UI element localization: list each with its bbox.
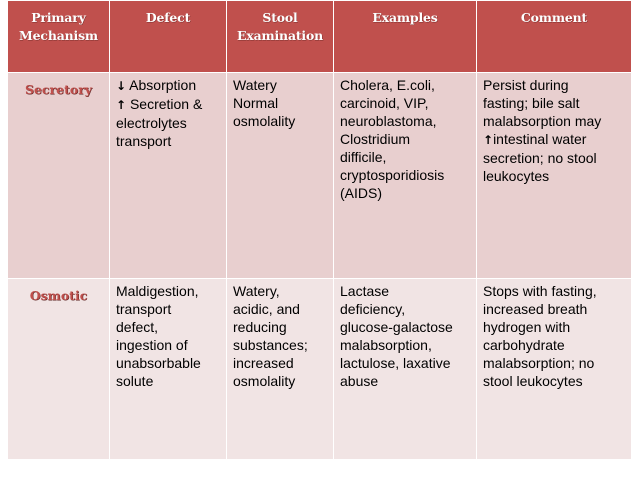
comment-line: carbohydrate bbox=[483, 337, 565, 353]
comment-line: Stops with fasting, bbox=[483, 283, 597, 299]
stool-line: acidic, and bbox=[233, 301, 300, 317]
cell-comment: Stops with fasting, increased breath hyd… bbox=[476, 278, 632, 460]
examples-line: abuse bbox=[340, 373, 379, 389]
header-defect-label: Defect bbox=[145, 10, 191, 25]
comment-line: fasting; bile salt bbox=[483, 95, 580, 111]
stool-line: Watery, bbox=[233, 283, 280, 299]
examples-line: Cholera, E.coli, bbox=[340, 77, 435, 93]
header-comment: Comment bbox=[476, 0, 632, 73]
cell-mechanism: Secretory bbox=[7, 72, 110, 279]
examples-line: difficile, bbox=[340, 149, 387, 165]
examples-line: Clostridium bbox=[340, 131, 411, 147]
up-arrow-icon: ↑ bbox=[116, 98, 127, 112]
header-examples: Examples bbox=[333, 0, 477, 73]
comment-line: hydrogen with bbox=[483, 319, 571, 335]
header-stool-line: Stool bbox=[262, 10, 298, 25]
comment-text: intestinal water bbox=[493, 131, 587, 147]
defect-text: Absorption bbox=[126, 77, 197, 93]
up-arrow-icon: ↑ bbox=[483, 133, 494, 147]
cell-stool: Watery Normal osmolality bbox=[226, 72, 334, 279]
examples-line: neuroblastoma, bbox=[340, 113, 437, 129]
down-arrow-icon: ↓ bbox=[116, 79, 127, 93]
comment-line: stool leukocytes bbox=[483, 373, 583, 389]
cell-comment: Persist during fasting; bile salt malabs… bbox=[476, 72, 632, 279]
header-stool-line: Examination bbox=[237, 28, 323, 43]
cell-examples: Cholera, E.coli, carcinoid, VIP, neurobl… bbox=[333, 72, 477, 279]
stool-line: Normal bbox=[233, 95, 279, 111]
cell-stool: Watery, acidic, and reducing substances;… bbox=[226, 278, 334, 460]
stool-line: Watery bbox=[233, 77, 277, 93]
header-mechanism-line: Mechanism bbox=[19, 28, 98, 43]
header-stool: Stool Examination bbox=[226, 0, 334, 73]
defect-line: transport bbox=[116, 301, 172, 317]
cell-examples: Lactase deficiency, glucose-galactose ma… bbox=[333, 278, 477, 460]
comment-line: malabsorption; no bbox=[483, 355, 595, 371]
defect-line: unabsorbable bbox=[116, 355, 201, 371]
stool-line: osmolality bbox=[233, 113, 296, 129]
defect-text: Secretion & bbox=[126, 96, 203, 112]
examples-line: carcinoid, VIP, bbox=[340, 95, 429, 111]
defect-line: Maldigestion, bbox=[116, 283, 199, 299]
diarrhea-mechanism-table: Primary Mechanism Defect Stool Examinati… bbox=[7, 0, 632, 460]
cell-defect: ↓ Absorption ↑ Secretion & electrolytes … bbox=[109, 72, 227, 279]
examples-line: lactulose, laxative bbox=[340, 355, 451, 371]
cell-mechanism: Osmotic bbox=[7, 278, 110, 460]
mechanism-label: Secretory bbox=[24, 82, 93, 97]
defect-line: electrolytes bbox=[116, 115, 187, 131]
header-defect: Defect bbox=[109, 0, 227, 73]
defect-line: ↑ Secretion & bbox=[116, 95, 220, 114]
comment-line: Persist during bbox=[483, 77, 569, 93]
defect-line: solute bbox=[116, 373, 154, 389]
comment-line: leukocytes bbox=[483, 168, 550, 184]
stool-line: substances; bbox=[233, 337, 308, 353]
examples-line: deficiency, bbox=[340, 301, 406, 317]
comment-line: ↑intestinal water bbox=[483, 130, 625, 149]
stool-line: osmolality bbox=[233, 373, 296, 389]
comment-line: increased breath bbox=[483, 301, 588, 317]
stool-line: increased bbox=[233, 355, 294, 371]
comment-line: malabsorption may bbox=[483, 113, 602, 129]
cell-defect: Maldigestion, transport defect, ingestio… bbox=[109, 278, 227, 460]
examples-line: cryptosporidiosis bbox=[340, 167, 445, 183]
defect-line: ↓ Absorption bbox=[116, 76, 220, 95]
defect-line: ingestion of bbox=[116, 337, 188, 353]
header-mechanism-line: Primary bbox=[31, 10, 86, 25]
examples-line: malabsorption, bbox=[340, 337, 432, 353]
examples-line: Lactase bbox=[340, 283, 390, 299]
header-comment-label: Comment bbox=[520, 10, 588, 25]
defect-line: defect, bbox=[116, 319, 159, 335]
examples-line: (AIDS) bbox=[340, 185, 382, 201]
table-row-osmotic: Osmotic Maldigestion, transport defect, … bbox=[7, 278, 632, 460]
header-mechanism: Primary Mechanism bbox=[7, 0, 110, 73]
header-examples-label: Examples bbox=[372, 10, 438, 25]
examples-line: glucose-galactose bbox=[340, 319, 453, 335]
stool-line: reducing bbox=[233, 319, 287, 335]
comment-line: secretion; no stool bbox=[483, 150, 597, 166]
defect-line: transport bbox=[116, 133, 172, 149]
table-row-secretory: Secretory ↓ Absorption ↑ Secretion & ele… bbox=[7, 72, 632, 279]
table-header-row: Primary Mechanism Defect Stool Examinati… bbox=[7, 0, 632, 73]
mechanism-label: Osmotic bbox=[29, 288, 88, 303]
